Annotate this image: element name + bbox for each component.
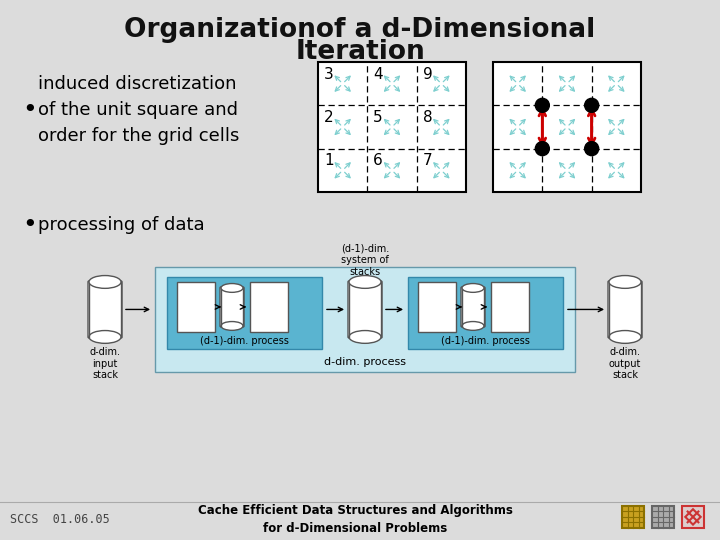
Text: 2: 2 [324,110,333,125]
Text: d-dim.
output
stack: d-dim. output stack [609,347,642,380]
Bar [349,282,381,337]
Text: 8: 8 [423,110,432,125]
FancyBboxPatch shape [167,277,322,349]
Bar [89,282,121,337]
Text: d-dim. process: d-dim. process [324,357,406,367]
FancyBboxPatch shape [220,287,244,327]
Text: (d-1)-dim. process: (d-1)-dim. process [441,336,530,346]
FancyBboxPatch shape [461,287,485,327]
FancyBboxPatch shape [88,281,122,338]
Text: (d-1)-dim. process: (d-1)-dim. process [200,336,289,346]
Text: 4: 4 [374,66,383,82]
FancyBboxPatch shape [682,506,704,528]
Ellipse shape [349,275,381,288]
FancyBboxPatch shape [652,506,674,528]
Text: •: • [22,98,37,122]
Ellipse shape [221,321,243,330]
FancyBboxPatch shape [318,62,466,192]
FancyBboxPatch shape [622,506,644,528]
Text: 6: 6 [373,153,383,168]
FancyBboxPatch shape [418,282,456,332]
Circle shape [585,98,598,112]
Ellipse shape [89,330,121,343]
Text: SCCS  01.06.05: SCCS 01.06.05 [10,514,109,526]
Circle shape [536,98,549,112]
Circle shape [585,141,598,156]
Text: 9: 9 [423,66,433,82]
Text: 5: 5 [374,110,383,125]
Bar [221,288,243,326]
Text: 7: 7 [423,153,432,168]
Ellipse shape [349,330,381,343]
Ellipse shape [221,284,243,292]
Ellipse shape [609,330,641,343]
Text: processing of data: processing of data [38,216,204,234]
FancyBboxPatch shape [348,281,382,338]
Text: (d-1)-dim.
system of
stacks: (d-1)-dim. system of stacks [341,244,389,277]
FancyBboxPatch shape [491,282,529,332]
Ellipse shape [89,275,121,288]
FancyBboxPatch shape [155,267,575,372]
FancyBboxPatch shape [250,282,288,332]
Text: induced discretization
of the unit square and
order for the grid cells: induced discretization of the unit squar… [38,75,239,145]
Ellipse shape [609,275,641,288]
Text: 3: 3 [324,66,334,82]
Text: Organizationof a d-Dimensional: Organizationof a d-Dimensional [125,17,595,43]
Text: Iteration: Iteration [295,39,425,65]
Circle shape [536,141,549,156]
FancyBboxPatch shape [608,281,642,338]
Text: 1: 1 [324,153,333,168]
FancyBboxPatch shape [408,277,563,349]
Bar [462,288,484,326]
Ellipse shape [462,321,484,330]
Text: •: • [22,213,37,237]
Bar [609,282,641,337]
Text: Cache Efficient Data Structures and Algorithms
for d-Dimensional Problems: Cache Efficient Data Structures and Algo… [197,504,513,535]
FancyBboxPatch shape [177,282,215,332]
Text: d-dim.
input
stack: d-dim. input stack [89,347,120,380]
Ellipse shape [462,284,484,292]
FancyBboxPatch shape [493,62,641,192]
